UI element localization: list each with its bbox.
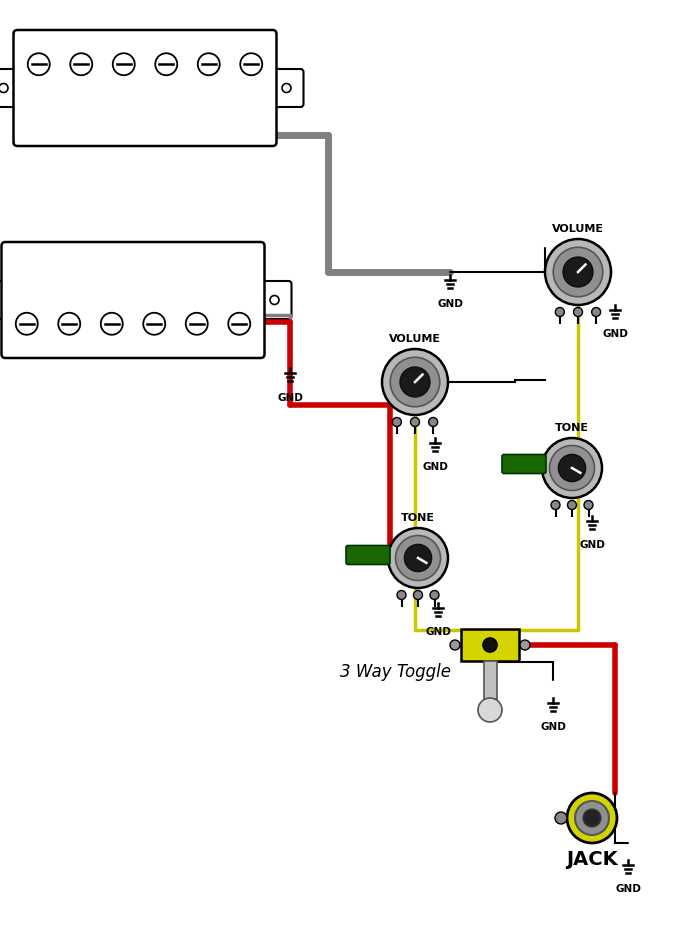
Circle shape [553, 247, 603, 296]
Circle shape [542, 438, 602, 498]
Circle shape [483, 638, 497, 652]
FancyBboxPatch shape [0, 69, 20, 107]
Circle shape [584, 500, 593, 509]
Circle shape [410, 418, 419, 427]
FancyBboxPatch shape [13, 30, 276, 146]
Text: GND: GND [540, 722, 566, 732]
Circle shape [155, 53, 177, 75]
Bar [484, 661, 496, 699]
FancyBboxPatch shape [502, 455, 546, 473]
Circle shape [428, 418, 438, 427]
FancyBboxPatch shape [0, 281, 8, 319]
Text: JACK: JACK [566, 850, 618, 869]
Circle shape [400, 367, 430, 397]
Circle shape [450, 640, 460, 650]
Circle shape [197, 53, 220, 75]
Circle shape [15, 313, 38, 335]
Circle shape [563, 257, 593, 287]
Circle shape [550, 445, 594, 491]
Circle shape [592, 307, 601, 317]
Circle shape [382, 349, 448, 415]
Bar [461, 629, 519, 661]
FancyBboxPatch shape [346, 545, 390, 565]
Text: GND: GND [615, 884, 641, 894]
FancyBboxPatch shape [258, 281, 291, 319]
Text: VOLUME: VOLUME [552, 224, 604, 234]
Circle shape [568, 500, 577, 509]
Circle shape [388, 528, 448, 588]
Circle shape [575, 801, 609, 835]
Circle shape [144, 313, 165, 335]
Circle shape [270, 295, 279, 305]
Circle shape [555, 812, 567, 824]
Circle shape [240, 53, 262, 75]
Circle shape [573, 307, 582, 317]
Circle shape [28, 53, 50, 75]
Circle shape [282, 83, 291, 93]
Circle shape [391, 357, 440, 407]
Circle shape [567, 793, 617, 843]
FancyBboxPatch shape [1, 242, 265, 358]
Circle shape [228, 313, 251, 335]
Text: TONE: TONE [555, 423, 589, 433]
Text: 3 Way Toggle: 3 Way Toggle [340, 663, 451, 681]
Circle shape [392, 418, 401, 427]
Circle shape [478, 698, 502, 722]
Circle shape [555, 307, 564, 317]
Text: GND: GND [437, 299, 463, 309]
Circle shape [520, 640, 530, 650]
Circle shape [545, 239, 611, 305]
Circle shape [58, 313, 80, 335]
Text: GND: GND [277, 393, 303, 403]
Circle shape [186, 313, 208, 335]
Text: GND: GND [579, 540, 605, 550]
Circle shape [113, 53, 134, 75]
Text: TONE: TONE [401, 513, 435, 523]
Circle shape [0, 83, 8, 93]
Text: VOLUME: VOLUME [389, 334, 441, 344]
Text: GND: GND [425, 627, 451, 637]
Circle shape [430, 591, 439, 599]
Circle shape [559, 455, 585, 482]
Circle shape [583, 809, 601, 827]
Circle shape [395, 535, 440, 581]
Text: GND: GND [422, 462, 448, 472]
Circle shape [551, 500, 560, 509]
Circle shape [397, 591, 406, 599]
FancyBboxPatch shape [270, 69, 304, 107]
Text: GND: GND [602, 329, 628, 339]
Circle shape [101, 313, 122, 335]
Circle shape [414, 591, 423, 599]
Circle shape [405, 544, 431, 571]
Circle shape [70, 53, 92, 75]
